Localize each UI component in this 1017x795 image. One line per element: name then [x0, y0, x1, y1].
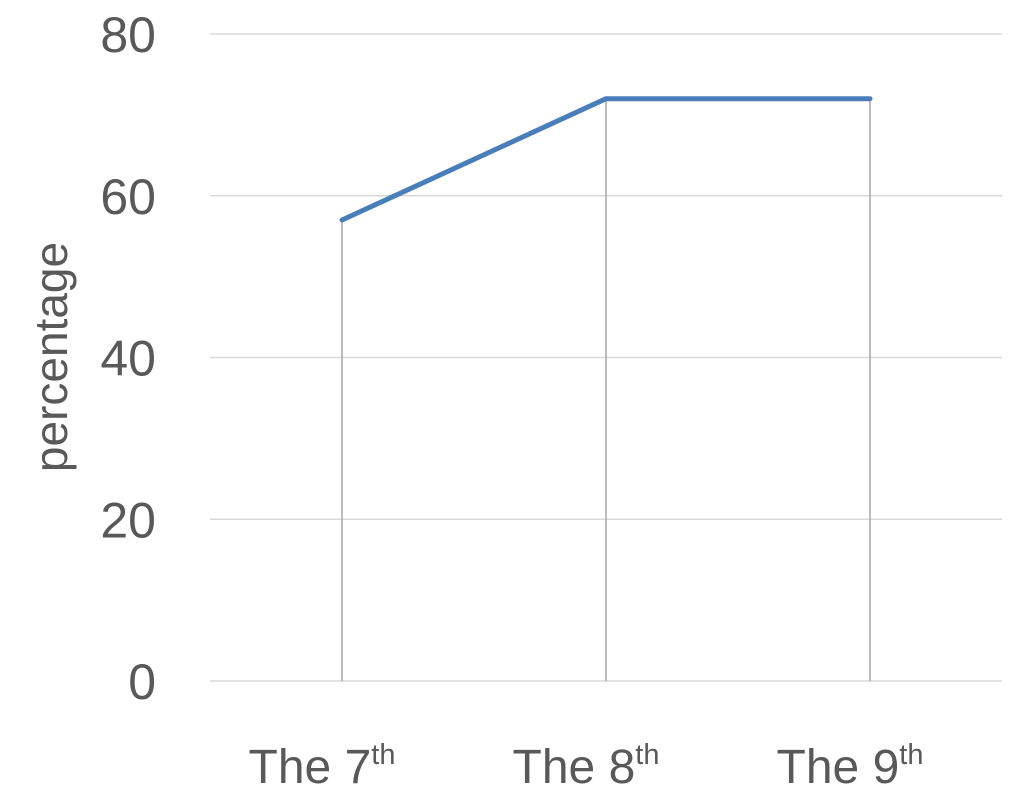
y-tick-label-80: 80 [100, 7, 156, 63]
y-tick-label-20: 20 [100, 492, 156, 548]
x-axis-categories: The 7th The 8th The 9th [249, 739, 924, 790]
y-axis-title: percentage [25, 242, 77, 472]
y-tick-label-60: 60 [100, 169, 156, 225]
x-category-label-2: The 8th [513, 739, 660, 790]
x-category-label-1: The 7th [249, 739, 396, 790]
x-category-label-3: The 9th [777, 739, 924, 790]
y-axis-ticks: 0 20 40 60 80 [100, 7, 156, 710]
y-tick-label-0: 0 [128, 654, 156, 710]
y-tick-label-40: 40 [100, 331, 156, 387]
